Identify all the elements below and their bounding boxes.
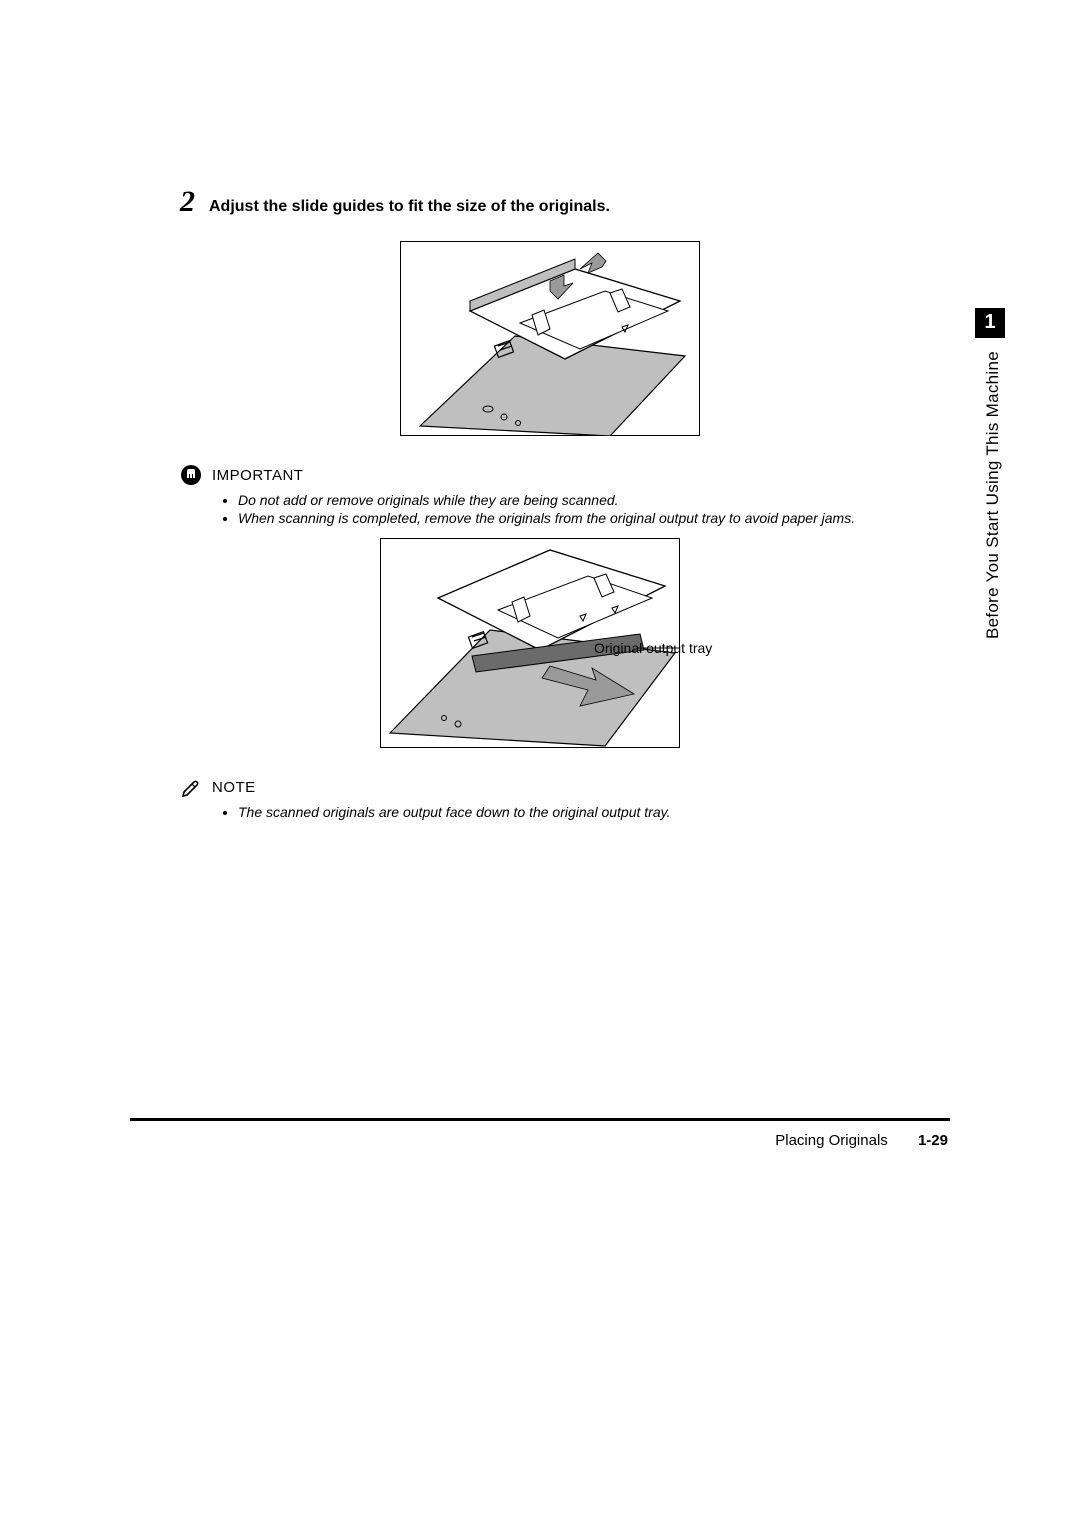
chapter-title-vertical: Before You Start Using This Machine bbox=[983, 345, 1003, 645]
step-row: 2 Adjust the slide guides to fit the siz… bbox=[180, 185, 920, 219]
step-text: Adjust the slide guides to fit the size … bbox=[209, 198, 610, 216]
figure-output-tray: Original output tray bbox=[290, 538, 770, 748]
important-bullet: When scanning is completed, remove the o… bbox=[238, 510, 920, 526]
step-number: 2 bbox=[180, 185, 195, 219]
chapter-tab: 1 bbox=[975, 308, 1005, 338]
note-icon bbox=[180, 776, 202, 798]
note-bullets: The scanned originals are output face do… bbox=[220, 804, 920, 820]
output-tray-label: Original output tray bbox=[594, 640, 712, 656]
footer-section: Placing Originals bbox=[775, 1132, 888, 1149]
footer-text: Placing Originals 1-29 bbox=[775, 1132, 948, 1149]
footer-page-number: 1-29 bbox=[918, 1132, 948, 1149]
important-row: IMPORTANT bbox=[180, 464, 920, 486]
note-label: NOTE bbox=[212, 779, 256, 796]
page-content: 2 Adjust the slide guides to fit the siz… bbox=[180, 185, 920, 822]
important-icon bbox=[180, 464, 202, 486]
important-bullet: Do not add or remove originals while the… bbox=[238, 492, 920, 508]
important-bullets: Do not add or remove originals while the… bbox=[220, 492, 920, 526]
note-row: NOTE bbox=[180, 776, 920, 798]
important-label: IMPORTANT bbox=[212, 467, 303, 484]
footer-rule bbox=[130, 1118, 950, 1121]
note-bullet: The scanned originals are output face do… bbox=[238, 804, 920, 820]
figure-adjust-guides bbox=[180, 241, 920, 436]
